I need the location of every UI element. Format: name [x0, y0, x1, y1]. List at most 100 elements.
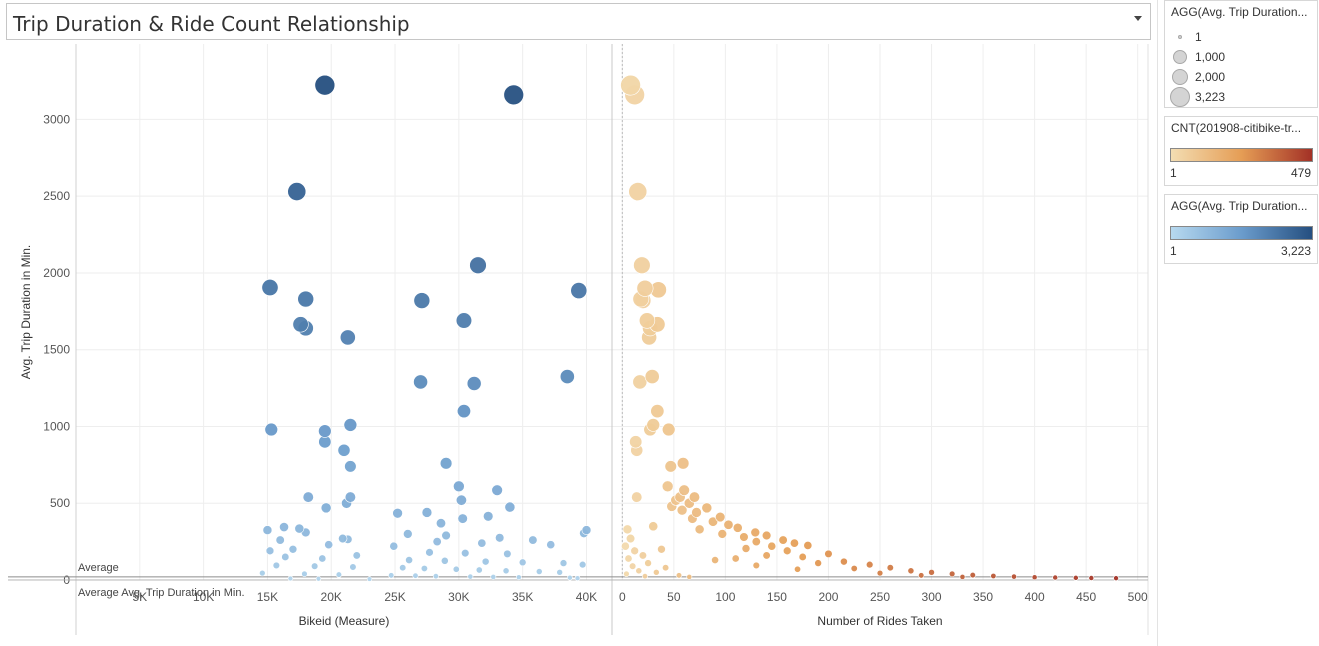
bikeid-point[interactable] — [420, 564, 428, 573]
rides-point[interactable] — [850, 564, 858, 573]
rides-point[interactable] — [628, 562, 637, 570]
bikeid-point[interactable] — [491, 484, 503, 496]
bikeid-point[interactable] — [403, 529, 413, 539]
rides-point[interactable] — [636, 279, 654, 297]
bikeid-series[interactable] — [259, 74, 592, 582]
rides-point[interactable] — [789, 538, 799, 548]
bikeid-point[interactable] — [556, 569, 563, 576]
bikeid-point[interactable] — [490, 573, 497, 580]
bikeid-point[interactable] — [413, 374, 428, 390]
bikeid-point[interactable] — [574, 575, 581, 581]
rides-point[interactable] — [661, 480, 674, 493]
bikeid-point[interactable] — [455, 312, 473, 329]
rides-point[interactable] — [641, 573, 648, 580]
rides-point[interactable] — [723, 519, 734, 530]
bikeid-point[interactable] — [338, 533, 348, 544]
rides-point[interactable] — [678, 484, 690, 496]
bikeid-point[interactable] — [311, 562, 319, 570]
bikeid-point[interactable] — [343, 418, 358, 432]
rides-point[interactable] — [624, 554, 633, 563]
bikeid-point[interactable] — [483, 511, 494, 522]
rides-point[interactable] — [732, 522, 743, 533]
bikeid-point[interactable] — [288, 545, 298, 554]
bikeid-point[interactable] — [261, 279, 279, 296]
bikeid-point[interactable] — [262, 525, 273, 535]
bikeid-point[interactable] — [559, 369, 575, 385]
rides-point[interactable] — [625, 533, 636, 544]
rides-point[interactable] — [814, 559, 822, 567]
bikeid-point[interactable] — [335, 571, 343, 578]
bikeid-point[interactable] — [503, 84, 524, 106]
rides-point[interactable] — [676, 504, 688, 516]
bikeid-point[interactable] — [405, 556, 413, 564]
rides-point[interactable] — [661, 422, 676, 437]
bikeid-point[interactable] — [421, 507, 433, 518]
bikeid-point[interactable] — [457, 513, 468, 524]
bikeid-point[interactable] — [578, 560, 587, 569]
rides-point[interactable] — [886, 564, 894, 572]
rides-point[interactable] — [1073, 575, 1079, 581]
bikeid-point[interactable] — [318, 424, 332, 438]
bikeid-point[interactable] — [259, 569, 266, 577]
bikeid-point[interactable] — [439, 457, 453, 470]
bikeid-point[interactable] — [366, 576, 373, 582]
bikeid-point[interactable] — [399, 564, 407, 572]
title-dropdown[interactable]: Trip Duration & Ride Count Relationship — [6, 3, 1151, 40]
rides-point[interactable] — [664, 460, 677, 473]
rides-point[interactable] — [928, 569, 935, 576]
rides-point[interactable] — [840, 557, 848, 566]
rides-point[interactable] — [653, 569, 660, 576]
rides-point[interactable] — [688, 491, 701, 503]
bikeid-point[interactable] — [302, 491, 314, 503]
rides-point[interactable] — [707, 516, 719, 527]
bikeid-point[interactable] — [559, 559, 568, 567]
bikeid-point[interactable] — [504, 501, 516, 513]
bikeid-point[interactable] — [294, 523, 305, 534]
bikeid-point[interactable] — [337, 443, 351, 457]
bikeid-point[interactable] — [495, 533, 505, 543]
bikeid-point[interactable] — [528, 535, 538, 545]
rides-point[interactable] — [741, 544, 751, 553]
rides-point[interactable] — [662, 564, 670, 572]
rides-point[interactable] — [629, 435, 643, 449]
bikeid-point[interactable] — [344, 491, 356, 503]
bikeid-point[interactable] — [453, 480, 465, 493]
rides-point[interactable] — [1113, 575, 1119, 581]
bikeid-point[interactable] — [503, 549, 512, 559]
rides-point[interactable] — [761, 530, 772, 541]
rides-point[interactable] — [675, 572, 683, 579]
bikeid-point[interactable] — [324, 540, 334, 550]
rides-point[interactable] — [648, 521, 659, 532]
chart-area[interactable]: 0 500 1000 1500 2000 2500 3000 Avg. Trip Durati… — [8, 44, 1150, 639]
bikeid-point[interactable] — [469, 256, 487, 274]
rides-point[interactable] — [621, 541, 630, 551]
bikeid-point[interactable] — [502, 567, 510, 575]
bikeid-point[interactable] — [297, 290, 315, 308]
rides-point[interactable] — [762, 551, 771, 560]
rides-point[interactable] — [635, 567, 643, 575]
bikeid-point[interactable] — [272, 561, 281, 570]
bikeid-point[interactable] — [432, 573, 439, 580]
bikeid-point[interactable] — [570, 282, 588, 300]
bikeid-point[interactable] — [412, 572, 419, 579]
bikeid-point[interactable] — [581, 525, 592, 535]
bikeid-point[interactable] — [287, 182, 307, 201]
bikeid-point[interactable] — [475, 566, 483, 574]
rides-point[interactable] — [752, 561, 760, 570]
bikeid-point[interactable] — [477, 538, 487, 548]
rides-point[interactable] — [638, 312, 656, 329]
bikeid-point[interactable] — [281, 552, 290, 561]
rides-point[interactable] — [711, 556, 719, 564]
bikeid-point[interactable] — [287, 575, 294, 582]
rides-point[interactable] — [644, 559, 652, 567]
duration-color-legend[interactable]: AGG(Avg. Trip Duration... 1 3,223 — [1164, 194, 1318, 264]
bikeid-point[interactable] — [314, 74, 336, 96]
bikeid-point[interactable] — [320, 502, 332, 514]
bikeid-point[interactable] — [301, 570, 308, 578]
bikeid-point[interactable] — [441, 530, 451, 541]
bikeid-point[interactable] — [275, 535, 285, 545]
rides-point[interactable] — [638, 551, 648, 560]
size-legend[interactable]: AGG(Avg. Trip Duration... 1 1,000 2,000 … — [1164, 0, 1318, 108]
rides-point[interactable] — [620, 74, 641, 96]
rides-point[interactable] — [676, 457, 690, 470]
